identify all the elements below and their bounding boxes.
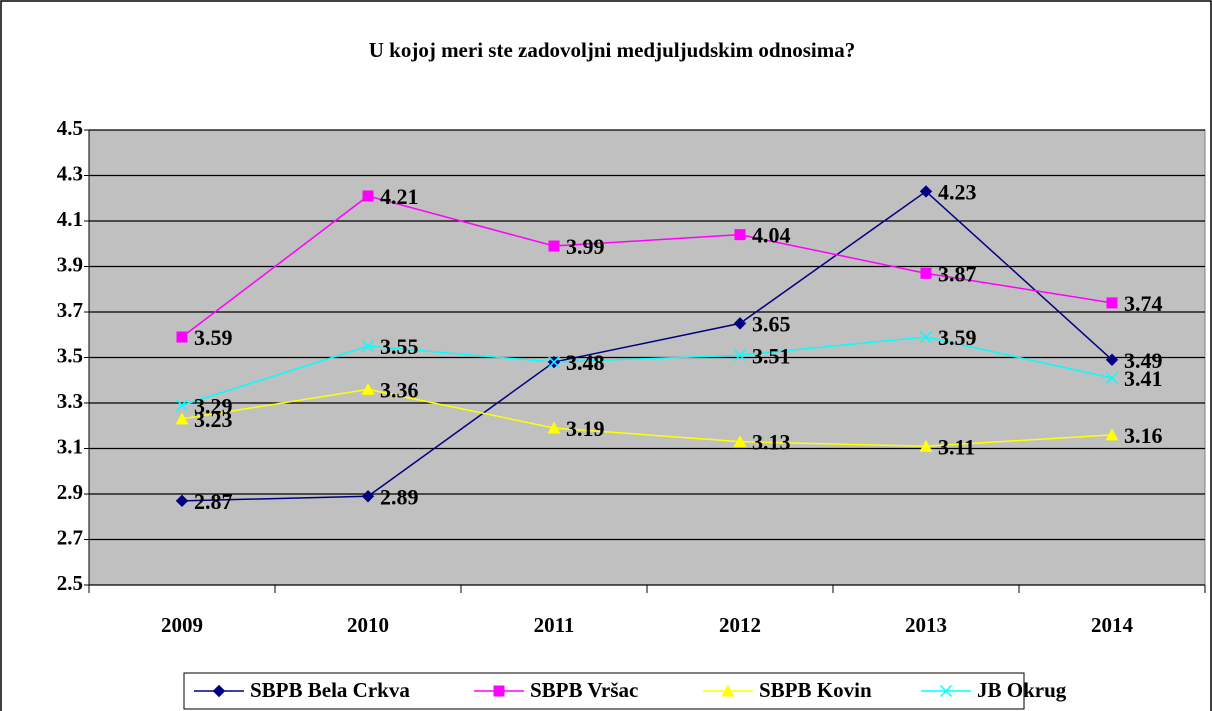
data-label: 3.49 [1124,348,1163,373]
y-tick-label: 2.7 [57,525,83,549]
marker [547,421,561,434]
y-tick-label: 2.9 [57,480,83,504]
marker [175,412,189,425]
marker [361,382,375,395]
series-line [181,190,1113,502]
y-tick-label: 3.7 [57,298,83,322]
data-label: 3.59 [194,325,233,350]
marker [175,399,189,412]
legend-label: SBPB Kovin [759,678,872,702]
series-line [181,336,1113,406]
marker [920,267,932,279]
marker [733,435,747,448]
y-tick-label: 3.9 [57,252,83,276]
y-tick-label: 4.5 [57,116,83,140]
data-label: 3.11 [938,434,975,459]
x-tick-label: 2010 [347,613,389,637]
legend-label: SBPB Bela Crkva [250,678,410,702]
x-tick-label: 2013 [905,613,947,637]
data-label: 3.55 [380,334,419,359]
marker [733,317,747,330]
data-label: 3.65 [752,311,791,336]
marker [361,490,375,503]
data-label: 3.48 [566,350,605,375]
marker [734,229,746,241]
data-label: 3.36 [380,377,419,402]
data-label: 3.48 [566,350,605,375]
chart-title: U kojoj meri ste zadovoljni medjuljudski… [369,38,856,62]
legend [183,672,1025,710]
marker [493,685,505,697]
x-tick-label: 2014 [1091,613,1134,637]
legend-label: JB Okrug [977,678,1067,702]
marker [939,684,953,698]
data-label: 2.87 [194,489,233,514]
marker [176,331,188,343]
marker [362,190,374,202]
marker [548,240,560,252]
series-line [181,388,1113,447]
marker [733,349,747,362]
data-label: 4.21 [380,184,419,209]
marker [919,439,933,452]
marker [1105,353,1119,366]
data-label: 3.74 [1124,291,1163,316]
data-label: 3.87 [938,261,977,286]
data-label: 4.04 [752,223,791,248]
data-label: 3.13 [752,430,791,455]
y-tick-label: 3.3 [57,389,83,413]
marker [547,356,561,369]
x-tick-label: 2011 [534,613,575,637]
data-label: 3.16 [1124,423,1163,448]
data-label: 3.19 [566,416,605,441]
data-label: 2.89 [380,484,419,509]
marker [1105,371,1119,385]
y-tick-label: 4.1 [57,207,83,231]
marker [212,684,226,698]
marker [919,185,933,198]
y-tick-label: 2.5 [57,571,83,595]
x-tick-label: 2012 [719,613,761,637]
series-line [181,195,1113,338]
y-tick-label: 3.5 [57,343,83,367]
marker [919,330,933,344]
marker [1105,428,1119,441]
legend-label: SBPB Vršac [530,678,638,702]
y-tick-label: 4.3 [57,161,83,185]
data-label: 3.51 [752,343,791,368]
data-label: 3.59 [938,325,977,350]
marker [361,340,375,353]
marker [721,684,735,697]
data-label: 3.99 [566,234,605,259]
data-label: 4.23 [938,179,977,204]
y-tick-label: 3.1 [57,434,83,458]
marker [1106,297,1118,309]
marker [175,494,189,508]
data-label: 3.29 [194,393,233,418]
x-tick-label: 2009 [161,613,203,637]
data-label: 3.23 [194,407,233,432]
data-label: 3.41 [1124,366,1163,391]
